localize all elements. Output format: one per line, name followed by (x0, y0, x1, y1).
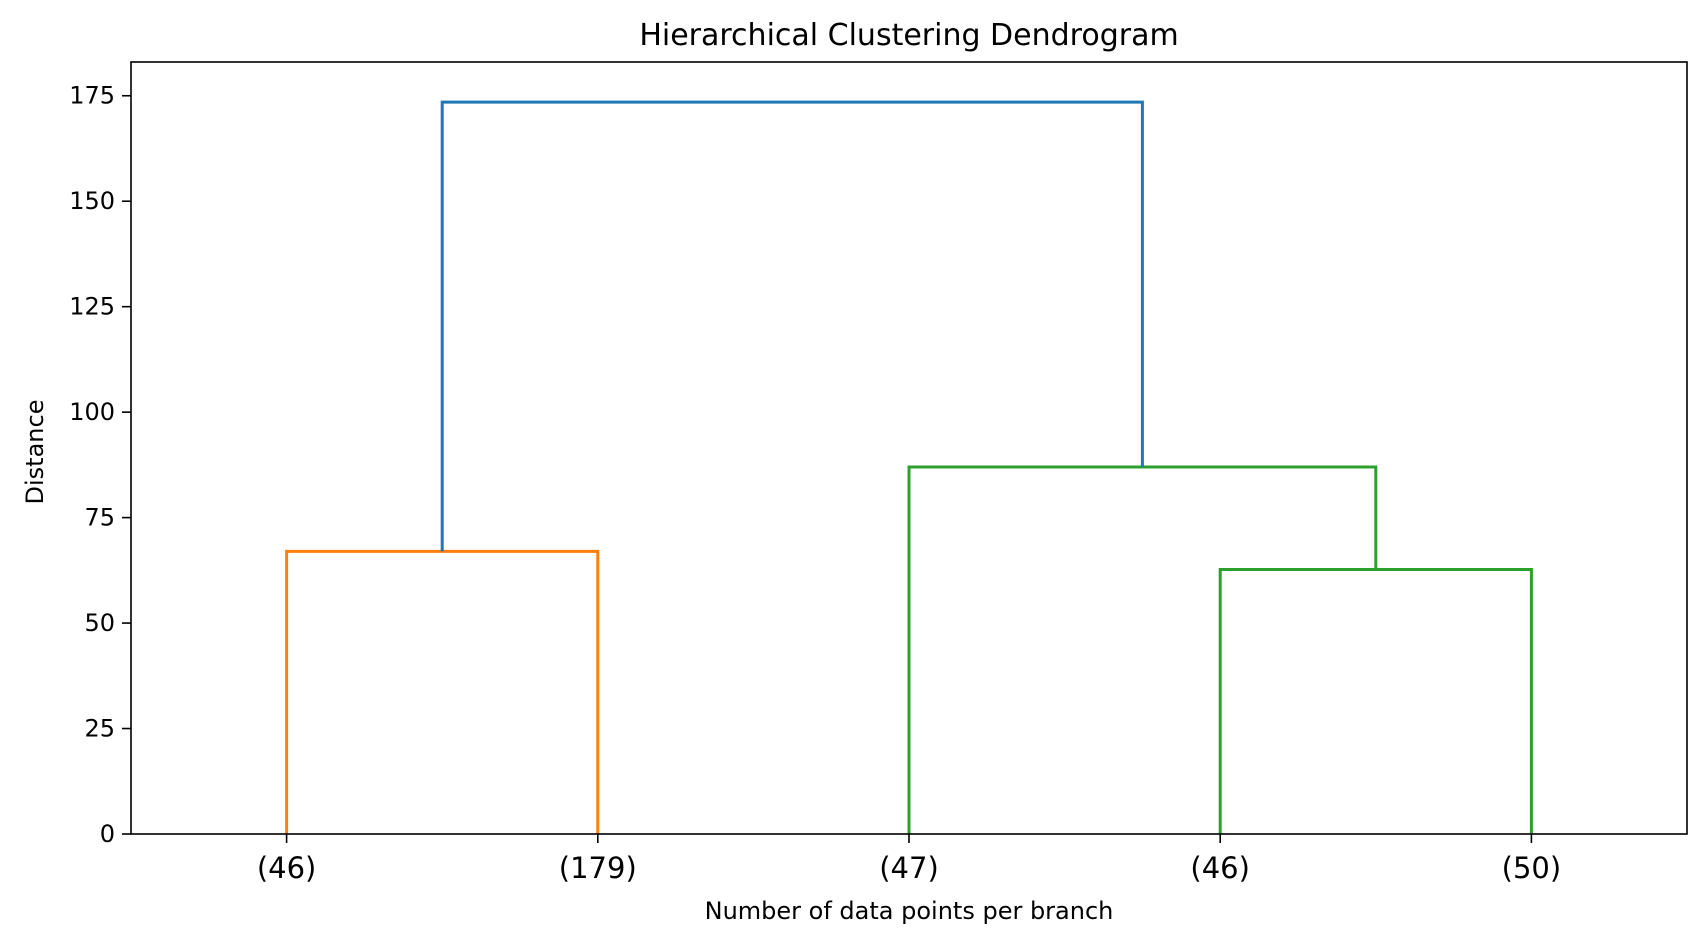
y-axis: 0 25 50 75 100 125 150 175 (69, 82, 131, 848)
y-tick-label: 125 (69, 293, 115, 321)
x-tick-label: (46) (1190, 851, 1250, 885)
y-tick-label: 150 (69, 187, 115, 215)
y-tick-label: 100 (69, 398, 115, 426)
y-tick-label: 75 (84, 504, 115, 532)
x-tick-label: (50) (1502, 851, 1562, 885)
x-axis: (46) (179) (47) (46) (50) (257, 834, 1561, 885)
x-tick-label: (179) (559, 851, 637, 885)
y-tick-label: 25 (84, 715, 115, 743)
x-tick-label: (47) (879, 851, 939, 885)
y-axis-label: Distance (21, 400, 49, 505)
x-axis-label: Number of data points per branch (705, 897, 1114, 925)
y-tick-label: 175 (69, 82, 115, 110)
y-tick-label: 0 (100, 820, 115, 848)
dendrogram-links (285, 100, 1533, 834)
chart-title: Hierarchical Clustering Dendrogram (639, 18, 1178, 53)
x-tick-label: (46) (257, 851, 317, 885)
dendrogram-link (440, 100, 1144, 552)
dendrogram-link (907, 465, 1378, 834)
y-tick-label: 50 (84, 609, 115, 637)
